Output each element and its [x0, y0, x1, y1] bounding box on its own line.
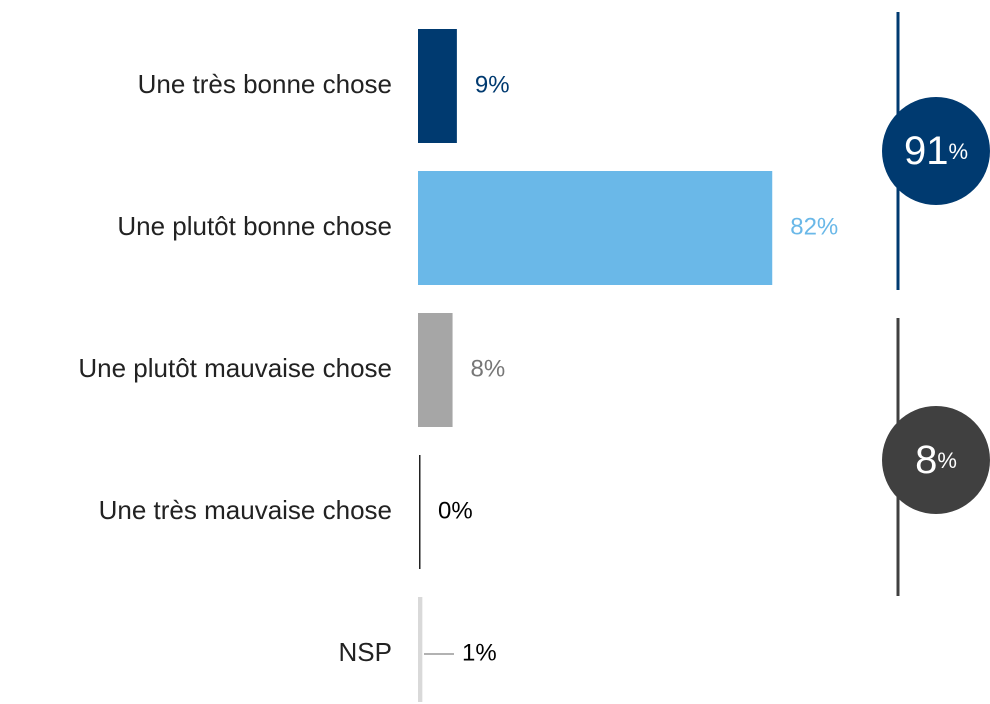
group-total: 91% [904, 129, 968, 173]
bar [418, 29, 457, 143]
category-label: Une très bonne chose [138, 69, 392, 99]
group-circle [882, 97, 990, 205]
value-label: 8% [471, 355, 506, 382]
group-total-unit: % [948, 139, 968, 164]
bar [418, 313, 453, 427]
group-total: 8% [915, 438, 957, 482]
category-label: Une plutôt mauvaise chose [78, 353, 392, 383]
bar [418, 597, 423, 702]
value-label: 0% [438, 497, 473, 524]
group-total-value: 8 [915, 438, 937, 482]
bar [418, 171, 773, 285]
value-label: 9% [475, 71, 510, 98]
category-label: NSP [339, 637, 392, 667]
group-total-value: 91 [904, 129, 949, 173]
group-total-unit: % [937, 448, 957, 473]
bar [419, 455, 421, 569]
category-label: Une très mauvaise chose [99, 495, 392, 525]
category-label: Une plutôt bonne chose [117, 211, 392, 241]
value-label: 1% [462, 639, 497, 666]
value-label: 82% [790, 213, 838, 240]
group-circle [882, 406, 990, 514]
